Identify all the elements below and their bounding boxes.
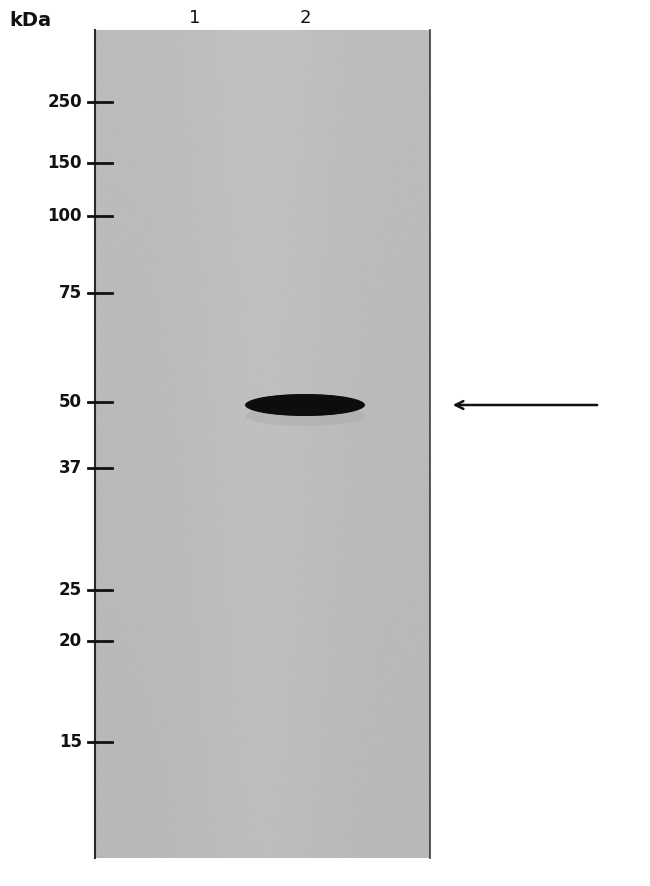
Ellipse shape: [257, 396, 353, 414]
Ellipse shape: [274, 399, 337, 411]
Text: 75: 75: [59, 284, 82, 302]
Text: 100: 100: [47, 207, 82, 225]
Text: 37: 37: [58, 459, 82, 477]
Text: 50: 50: [59, 393, 82, 411]
Ellipse shape: [270, 398, 341, 412]
Ellipse shape: [288, 401, 322, 408]
Text: 1: 1: [189, 9, 201, 27]
Text: 25: 25: [59, 581, 82, 599]
Text: 15: 15: [59, 733, 82, 751]
Ellipse shape: [272, 399, 339, 411]
Text: 150: 150: [47, 154, 82, 172]
Ellipse shape: [278, 400, 332, 410]
Ellipse shape: [286, 401, 324, 409]
Ellipse shape: [284, 400, 326, 409]
Ellipse shape: [290, 401, 320, 408]
Ellipse shape: [245, 406, 365, 426]
Ellipse shape: [247, 394, 363, 416]
Ellipse shape: [245, 394, 365, 416]
Ellipse shape: [249, 394, 361, 416]
Ellipse shape: [267, 398, 343, 412]
Ellipse shape: [276, 400, 334, 411]
Ellipse shape: [281, 400, 328, 409]
Text: kDa: kDa: [9, 11, 51, 29]
Ellipse shape: [261, 397, 348, 413]
Ellipse shape: [263, 397, 346, 413]
Text: 2: 2: [299, 9, 311, 27]
Ellipse shape: [259, 396, 351, 414]
Text: 250: 250: [47, 93, 82, 111]
Ellipse shape: [255, 396, 355, 415]
Ellipse shape: [253, 395, 357, 415]
Text: 20: 20: [59, 632, 82, 650]
Ellipse shape: [294, 402, 316, 408]
Ellipse shape: [265, 398, 344, 413]
Ellipse shape: [251, 395, 359, 415]
Ellipse shape: [280, 400, 330, 410]
Ellipse shape: [292, 402, 318, 408]
